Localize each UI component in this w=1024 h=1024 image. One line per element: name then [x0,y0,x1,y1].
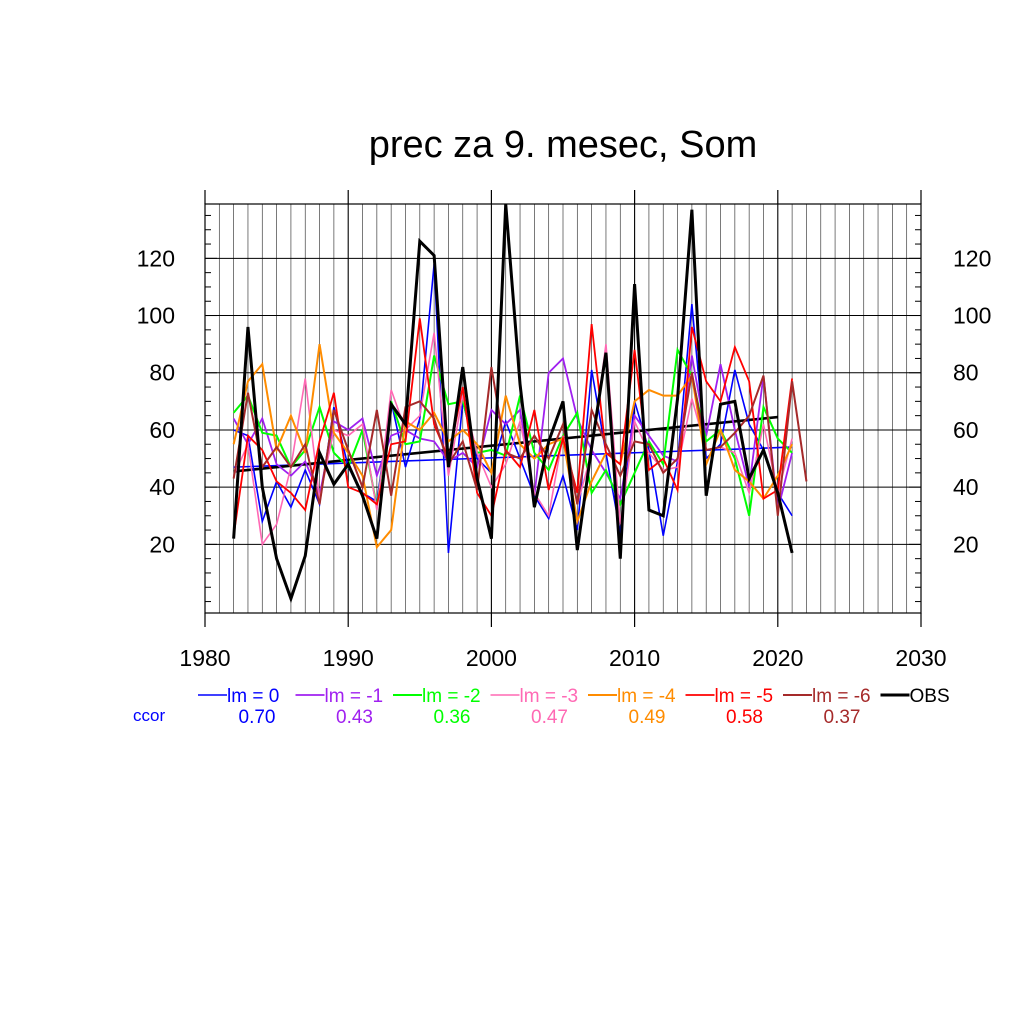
ccor-value: 0.47 [531,707,568,728]
ccor-value: 0.58 [726,707,763,728]
series-line [232,203,794,604]
x-tick-label: 2030 [895,645,946,671]
series-lines [232,203,808,604]
ccor-value: 0.36 [434,707,471,728]
ccor-value: 0.49 [629,707,666,728]
ccor-value: 0.43 [336,707,373,728]
y-tick-label-right: 120 [953,245,991,271]
ccor-value: 0.37 [824,707,861,728]
y-tick-label-right: 80 [953,360,979,386]
x-tick-label: 2000 [466,645,517,671]
x-tick-label: 2020 [752,645,803,671]
legend-entry: lm = 0 [227,686,279,707]
y-tick-label: 100 [137,303,175,329]
legend: lm = 0 lm = -1 lm = -2 lm = -3 lm = -4 lm = -… [198,686,950,707]
x-tick-label: 2010 [609,645,660,671]
x-tick-label: 1980 [179,645,230,671]
y-tick-label-right: 60 [953,417,979,443]
legend-entry: lm = -5 [715,686,774,707]
series-line [232,343,794,550]
y-tick-label: 120 [137,245,175,271]
x-tick-label: 1990 [323,645,374,671]
plot-frame [204,203,922,614]
chart-title: prec za 9. mesec, Som [369,124,758,166]
y-tick-label-right: 40 [953,474,979,500]
series-line [232,366,808,516]
legend-entry: lm = -1 [325,686,384,707]
y-tick-label: 80 [149,360,175,386]
legend-entry: lm = -6 [812,686,871,707]
legend-entry: lm = -3 [520,686,579,707]
legend-entry: lm = -2 [422,686,481,707]
legend-entry: lm = -4 [617,686,676,707]
legend-entry: OBS [910,686,950,707]
ccor-value: 0.70 [239,707,276,728]
y-tick-label-right: 100 [953,303,991,329]
ccor-label: ccor [133,706,165,725]
y-tick-label-right: 20 [953,531,979,557]
ccor-row: ccor 0.70 0.43 0.36 0.47 0.49 0.58 0.37 [133,706,860,728]
y-tick-label: 60 [149,417,175,443]
y-tick-label: 40 [149,474,175,500]
y-tick-label: 20 [149,531,175,557]
